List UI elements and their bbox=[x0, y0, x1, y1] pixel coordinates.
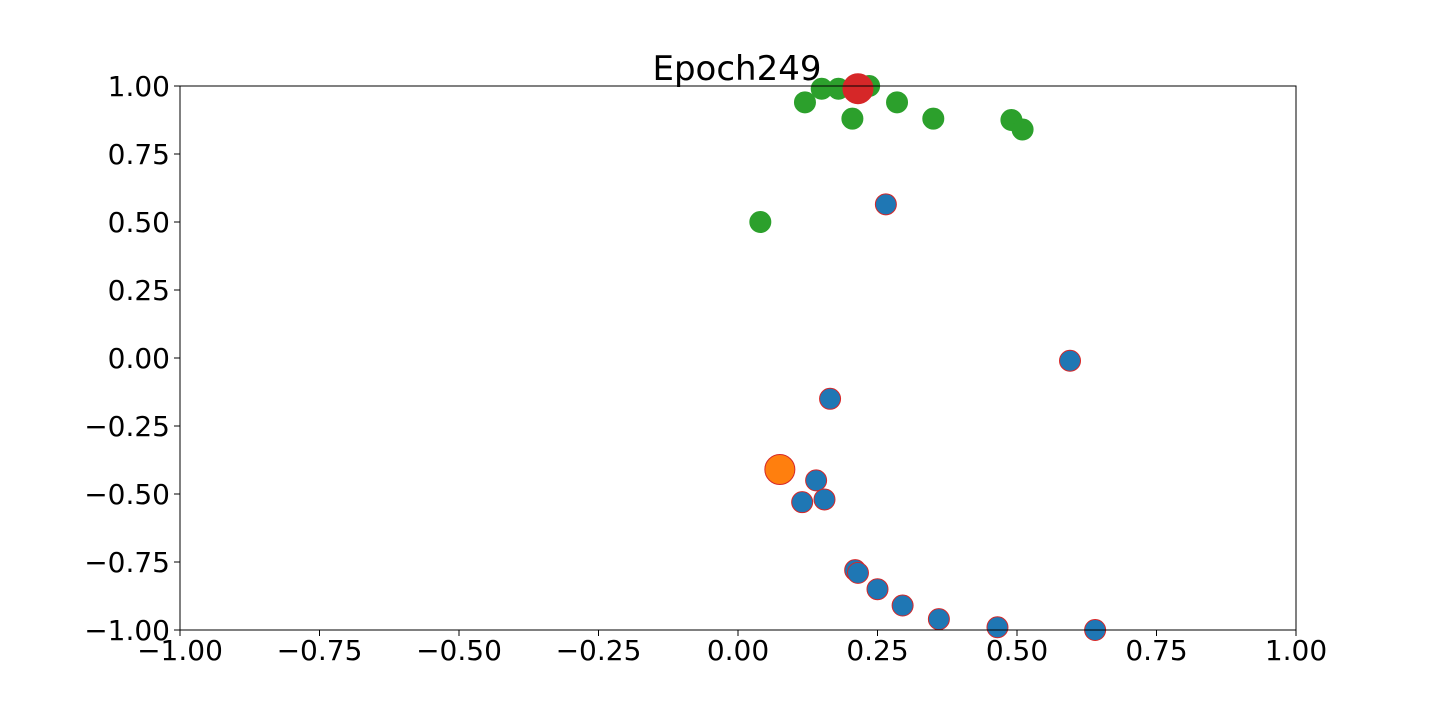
data-points bbox=[749, 73, 1107, 641]
x-tick-label: 0.50 bbox=[986, 634, 1048, 667]
scatter-point bbox=[886, 91, 909, 114]
y-tick-label: 0.00 bbox=[108, 342, 170, 375]
y-tick-label: 0.75 bbox=[108, 138, 170, 171]
y-tick-label: −0.25 bbox=[84, 410, 170, 443]
scatter-point bbox=[791, 491, 814, 514]
scatter-point bbox=[819, 387, 842, 410]
y-tick-label: −0.50 bbox=[84, 478, 170, 511]
scatter-point bbox=[813, 488, 836, 511]
plot-frame bbox=[179, 85, 1297, 631]
scatter-point bbox=[874, 193, 897, 216]
scatter-point bbox=[927, 608, 950, 631]
y-tick-label: 0.25 bbox=[108, 274, 170, 307]
x-tick-label: −0.25 bbox=[556, 634, 642, 667]
scatter-point bbox=[922, 107, 945, 130]
scatter-point bbox=[764, 454, 796, 486]
x-tick-label: 0.75 bbox=[1125, 634, 1187, 667]
x-tick-label: 1.00 bbox=[1265, 634, 1327, 667]
scatter-point bbox=[866, 578, 889, 601]
scatter-point bbox=[1059, 349, 1082, 372]
y-tick-label: 0.50 bbox=[108, 206, 170, 239]
chart-title: Epoch249 bbox=[652, 49, 821, 89]
x-tick-label: 0.25 bbox=[846, 634, 908, 667]
axis-ticks: −1.00 −0.75 −0.50 −0.25 0.00 0.25 0.50 0.75 1.00… bbox=[84, 70, 1327, 667]
scatter-point bbox=[1011, 118, 1034, 141]
y-tick-label: −1.00 bbox=[84, 614, 170, 647]
scatter-point bbox=[842, 73, 874, 105]
x-tick-label: −0.50 bbox=[416, 634, 502, 667]
scatter-point bbox=[891, 594, 914, 617]
x-tick-label: 0.00 bbox=[707, 634, 769, 667]
y-tick-label: 1.00 bbox=[108, 70, 170, 103]
scatter-point bbox=[841, 107, 864, 130]
scatter-point bbox=[793, 91, 816, 114]
scatter-point bbox=[805, 469, 828, 492]
x-tick-label: −0.75 bbox=[277, 634, 363, 667]
scatter-point bbox=[749, 211, 772, 233]
scatter-point bbox=[846, 561, 869, 584]
scatter-point bbox=[986, 616, 1009, 639]
y-tick-label: −0.75 bbox=[84, 546, 170, 579]
x-tick-label: −1.00 bbox=[137, 634, 223, 667]
